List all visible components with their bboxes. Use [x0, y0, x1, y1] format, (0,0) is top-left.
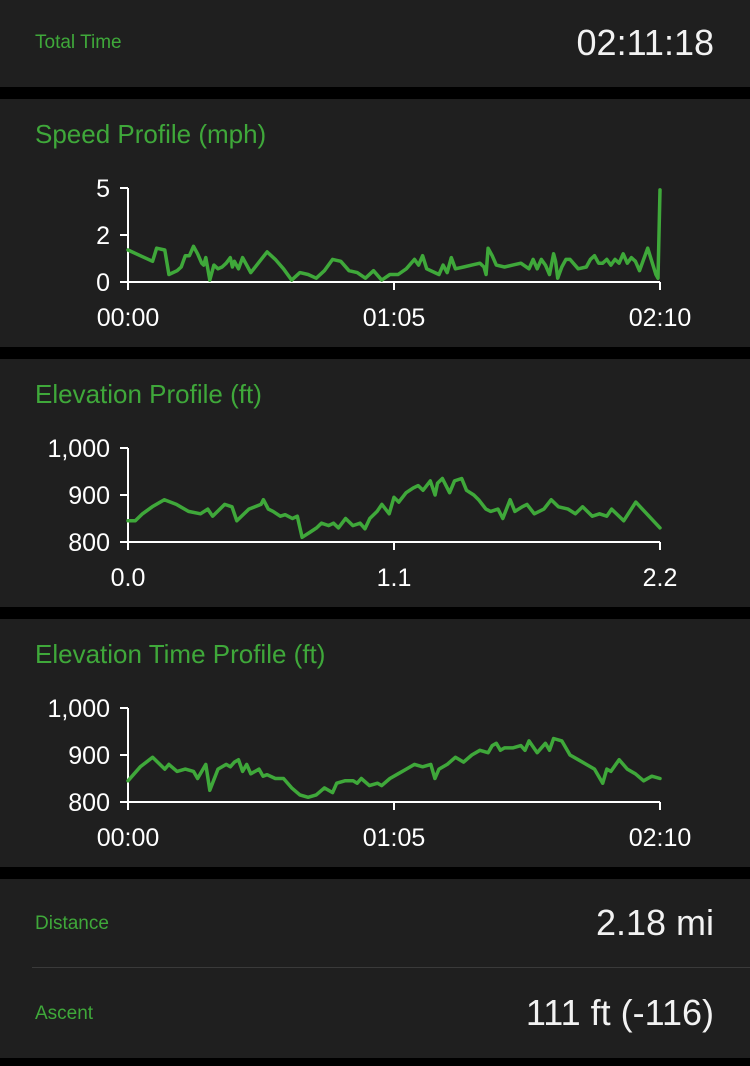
x-tick-label: 0.0: [111, 564, 146, 592]
elevation-time-profile-title: Elevation Time Profile (ft): [35, 639, 326, 669]
ascent-value: 111 ft (-116): [525, 992, 714, 1033]
y-tick-label: 0: [96, 269, 110, 297]
stats-card: Distance 2.18 mi Ascent 111 ft (-116): [0, 879, 750, 1058]
elevation-profile-title: Elevation Profile (ft): [35, 379, 262, 409]
speed-profile-panel[interactable]: Speed Profile (mph) 0 2 5 00:00 01:05 02:10: [0, 99, 750, 347]
x-tick-label: 02:10: [629, 824, 692, 852]
stats-divider: [32, 967, 750, 968]
x-tick-label: 01:05: [363, 304, 426, 332]
total-time-label: Total Time: [35, 32, 122, 53]
x-tick-label: 1.1: [377, 564, 412, 592]
elevation-time-profile-chart: 800 900 1,000 00:00 01:05 02:10: [47, 695, 692, 852]
y-tick-label: 1,000: [47, 435, 110, 463]
x-tick-label: 00:00: [97, 824, 160, 852]
series-line: [126, 736, 662, 800]
x-tick-label: 02:10: [629, 304, 692, 332]
x-tick-label: 00:00: [97, 304, 160, 332]
y-tick-label: 900: [68, 742, 110, 770]
distance-label: Distance: [35, 913, 109, 934]
total-time-value: 02:11:18: [576, 22, 714, 63]
y-tick-label: 800: [68, 529, 110, 557]
distance-value: 2.18 mi: [595, 902, 714, 943]
elevation-time-profile-panel[interactable]: Elevation Time Profile (ft) 800 900 1,000 0…: [0, 619, 750, 867]
total-time-row: Total Time 02:11:18: [0, 0, 750, 87]
y-tick-label: 5: [96, 175, 110, 203]
y-tick-label: 1,000: [47, 695, 110, 723]
elevation-profile-panel[interactable]: Elevation Profile (ft) 800 900 1,000 0.0 1.1…: [0, 359, 750, 607]
speed-profile-title: Speed Profile (mph): [35, 119, 267, 149]
y-tick-label: 2: [96, 222, 110, 250]
y-tick-label: 900: [68, 482, 110, 510]
y-tick-label: 800: [68, 789, 110, 817]
series-line: [126, 188, 662, 282]
x-tick-label: 2.2: [643, 564, 678, 592]
x-tick-label: 01:05: [363, 824, 426, 852]
ascent-label: Ascent: [35, 1003, 94, 1024]
speed-profile-chart: 0 2 5 00:00 01:05 02:10: [96, 175, 692, 332]
elevation-profile-chart: 800 900 1,000 0.0 1.1 2.2: [47, 435, 678, 592]
series-line: [126, 476, 662, 540]
